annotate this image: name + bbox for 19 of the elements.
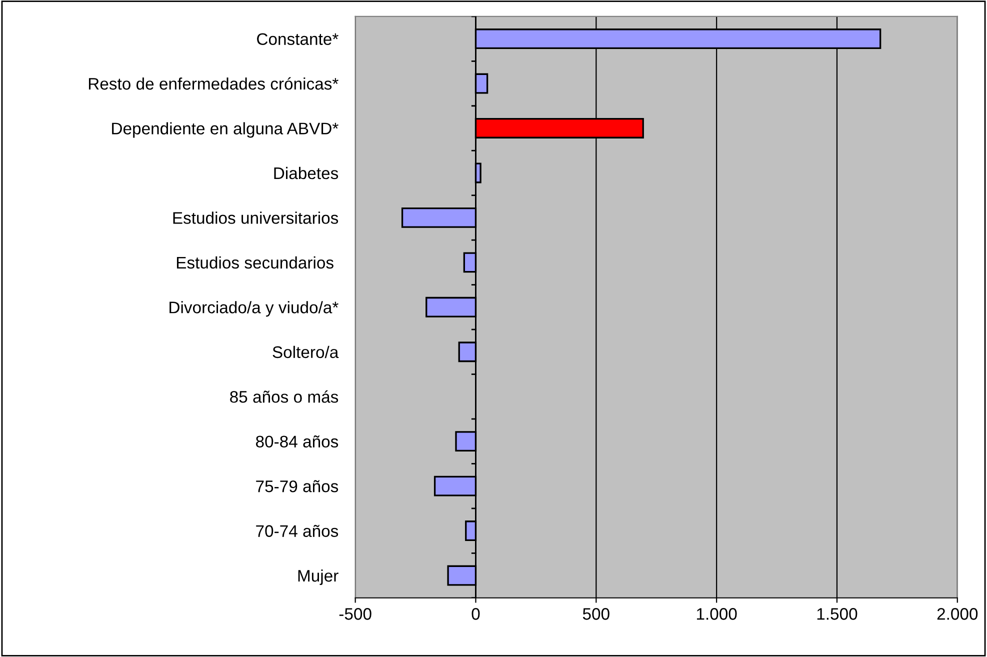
y-tick-label: Dependiente en alguna ABVD* [112, 122, 338, 138]
y-tick-label: 70-74 años [256, 524, 338, 537]
y-tick-label: 85 años o más [230, 390, 338, 403]
y-tick-label: 75-79 años [256, 480, 338, 492]
x-tick-label: -500 [339, 608, 372, 620]
y-tick-label: Resto de enfermedades crónicas* [88, 77, 338, 90]
x-tick-label: 2.000 [937, 608, 978, 620]
x-tick-label: 1.500 [817, 608, 858, 620]
y-tick-label: 80-84 años [256, 435, 338, 448]
y-tick-label: Estudios universitarios [173, 212, 338, 224]
y-tick-label: Diabetes [274, 166, 338, 180]
y-tick-label: Estudios secundarios [176, 256, 334, 269]
x-tick-label: 0 [472, 608, 480, 620]
y-tick-label: Divorciado/a y viudo/a* [170, 301, 338, 317]
x-tick-label: 500 [582, 608, 610, 620]
y-tick-label: Mujer [298, 569, 338, 586]
y-tick-label: Soltero/a [272, 346, 339, 358]
x-tick-label: 1.000 [696, 608, 737, 620]
y-tick-label: Constante* [257, 33, 338, 45]
